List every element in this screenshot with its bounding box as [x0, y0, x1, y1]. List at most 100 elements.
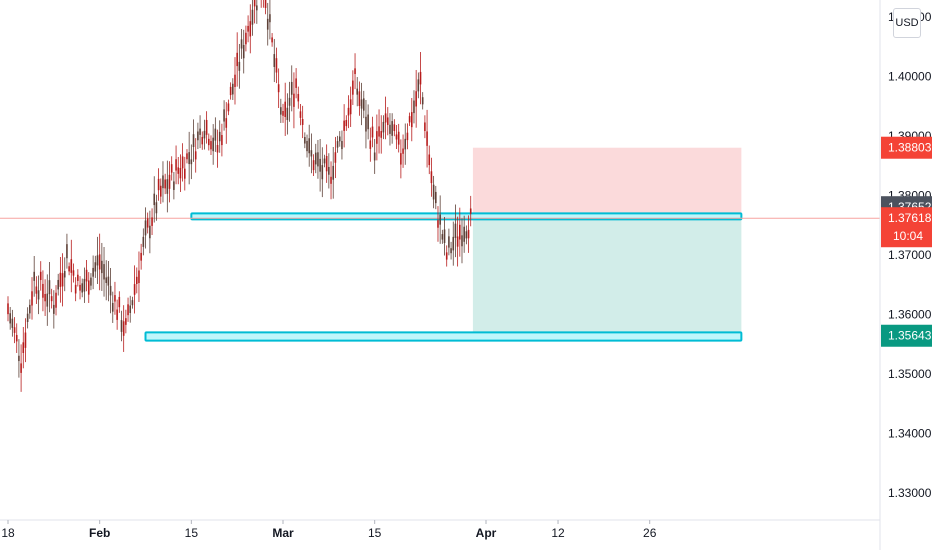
- candle-body: [11, 318, 14, 328]
- candle-body: [242, 44, 245, 59]
- candle-body: [271, 37, 273, 43]
- candle-body: [236, 52, 238, 67]
- y-tick-label: 1.40000: [888, 70, 932, 84]
- candle-body: [408, 116, 411, 123]
- candle-body: [325, 156, 328, 172]
- candle-body: [410, 112, 413, 128]
- candle-body: [317, 152, 319, 167]
- candle-body: [247, 25, 249, 32]
- candle-body: [312, 160, 315, 171]
- candle-body: [210, 141, 212, 150]
- candle-body: [173, 181, 175, 190]
- candle-body: [20, 363, 22, 373]
- candle-body: [295, 78, 297, 88]
- candle-body: [120, 320, 123, 332]
- candle-body: [129, 305, 132, 313]
- candle-body: [360, 99, 363, 109]
- candle-body: [393, 124, 396, 132]
- x-tick-label: 26: [643, 526, 657, 540]
- candle-body: [90, 277, 92, 286]
- candle-body: [179, 168, 182, 179]
- y-tick-label: 1.35000: [888, 367, 932, 381]
- current-price-countdown: 10:04: [893, 229, 923, 243]
- candle-body: [70, 259, 73, 273]
- candles: [7, 0, 472, 392]
- position-target-zone[interactable]: [472, 218, 742, 336]
- candle-body: [138, 270, 140, 284]
- candle-body: [362, 98, 365, 111]
- candle-body: [253, 0, 256, 7]
- candle-body: [166, 179, 169, 194]
- candle-body: [125, 318, 127, 325]
- candle-body: [208, 138, 210, 146]
- candle-body: [306, 140, 308, 152]
- candle-body: [336, 141, 339, 148]
- candle-body: [432, 184, 435, 200]
- candle-body: [461, 235, 463, 247]
- x-tick-label: 15: [368, 526, 382, 540]
- candle-body: [203, 130, 206, 139]
- candle-body: [452, 236, 455, 251]
- position-stop-zone[interactable]: [472, 147, 742, 219]
- candle-body: [183, 168, 186, 179]
- current-price-badge[interactable]: [881, 207, 932, 248]
- candle-body: [133, 284, 136, 295]
- candle-body: [53, 304, 55, 314]
- candle-body: [135, 276, 138, 284]
- candle-body: [29, 304, 31, 314]
- candle-body: [395, 134, 398, 140]
- candle-body: [61, 273, 64, 287]
- candle-body: [445, 252, 448, 260]
- plot-area[interactable]: [0, 0, 880, 392]
- candle-body: [391, 121, 393, 136]
- candle-body: [234, 74, 236, 87]
- candle-body: [275, 58, 278, 73]
- candle-body: [465, 231, 468, 239]
- candle-body: [356, 88, 359, 95]
- candle-body: [282, 111, 284, 116]
- candle-body: [31, 291, 33, 306]
- candle-body: [352, 80, 354, 95]
- candle-body: [190, 159, 193, 165]
- x-tick-label: Apr: [476, 526, 497, 540]
- candle-body: [48, 280, 51, 295]
- stop-loss-value: 1.38803: [888, 141, 932, 155]
- candle-body: [413, 100, 415, 114]
- candle-body: [376, 131, 378, 144]
- candle-body: [33, 271, 35, 281]
- candle-body: [66, 244, 68, 259]
- candle-body: [450, 248, 452, 254]
- take-profit-badge[interactable]: [881, 324, 932, 347]
- candle-body: [264, 0, 267, 8]
- candle-body: [238, 61, 241, 71]
- candle-body: [205, 119, 208, 135]
- candle-body: [443, 229, 446, 244]
- candle-body: [50, 296, 53, 302]
- candle-body: [406, 132, 409, 141]
- time-axis[interactable]: 18 Feb 15 Mar 15 Apr 12 26: [0, 519, 880, 540]
- candle-body: [321, 165, 324, 180]
- candle-body: [419, 71, 422, 85]
- candle-body: [286, 107, 289, 121]
- x-tick-label: 15: [185, 526, 199, 540]
- candle-body: [72, 270, 75, 276]
- candle-body: [175, 159, 177, 171]
- currency-selector[interactable]: USD: [893, 8, 921, 38]
- price-axis[interactable]: 1.410001.400001.390001.380001.370001.360…: [879, 0, 932, 550]
- candle-body: [192, 134, 195, 148]
- candle-body: [439, 214, 441, 225]
- candle-body: [365, 116, 367, 132]
- candle-body: [168, 174, 171, 189]
- lower-zone[interactable]: [144, 331, 743, 342]
- candle-body: [159, 185, 162, 197]
- candle-body: [46, 293, 49, 307]
- candle-body: [127, 304, 129, 316]
- candle-body: [240, 39, 243, 49]
- candle-body: [454, 223, 457, 238]
- candle-body: [232, 83, 234, 95]
- candle-body: [288, 97, 291, 106]
- stop-loss-badge[interactable]: [881, 136, 932, 159]
- candle-body: [44, 293, 46, 302]
- candle-body: [358, 91, 361, 106]
